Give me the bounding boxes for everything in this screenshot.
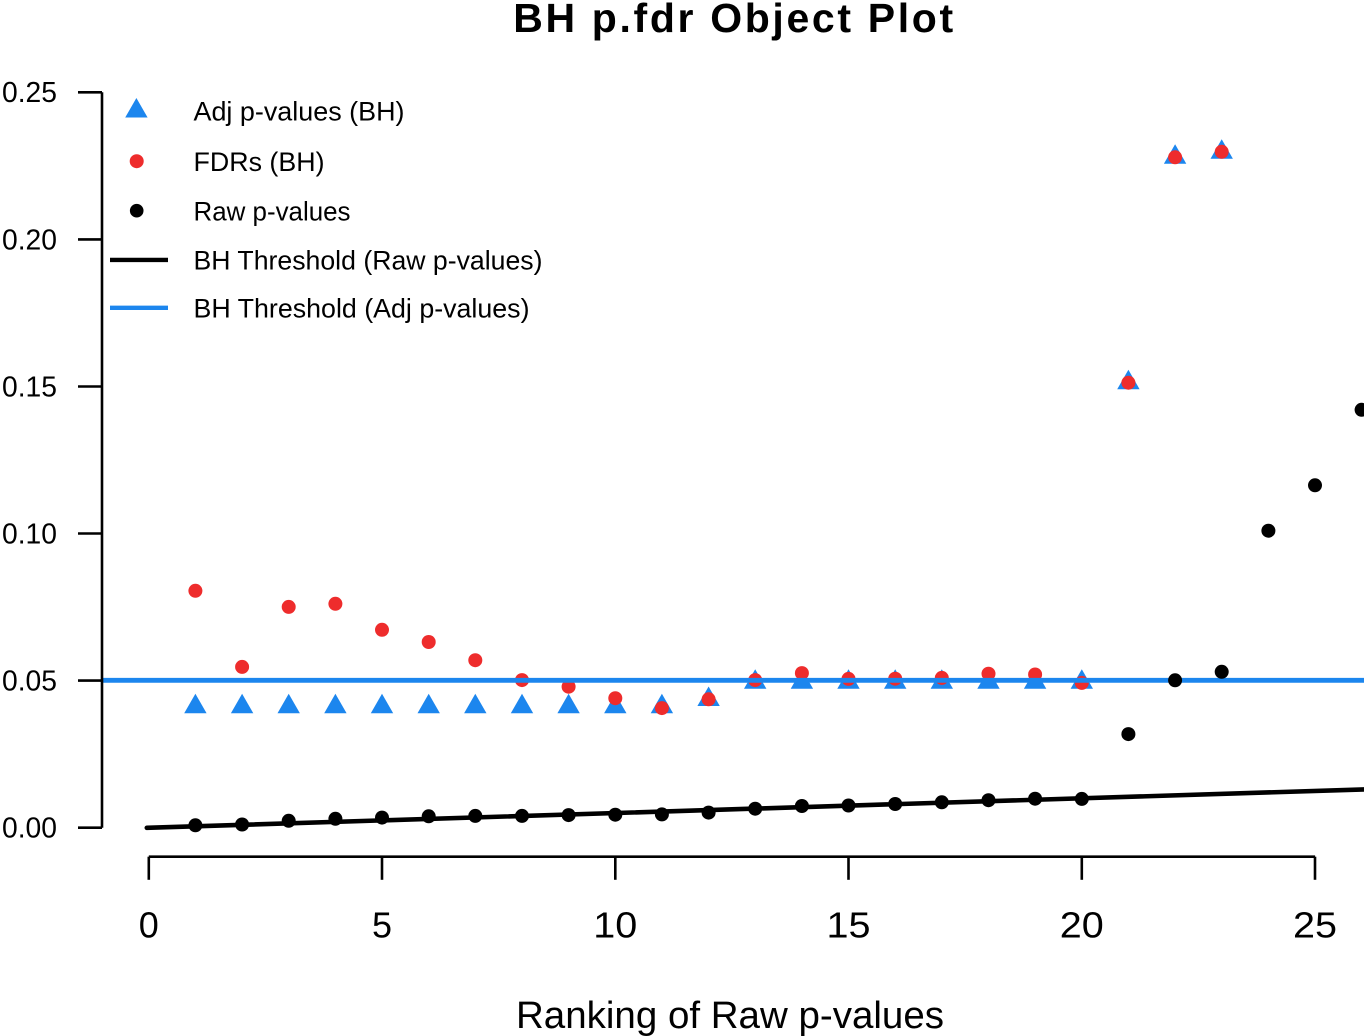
svg-text:Adj p-values (BH): Adj p-values (BH) [194, 97, 405, 127]
svg-text:25: 25 [1293, 905, 1337, 946]
svg-text:BH Threshold (Raw p-values): BH Threshold (Raw p-values) [194, 246, 543, 276]
svg-text:Ranking of Raw p-values: Ranking of Raw p-values [516, 995, 944, 1036]
svg-text:0.20: 0.20 [2, 224, 57, 256]
svg-text:0.10: 0.10 [2, 518, 57, 550]
svg-text:0.05: 0.05 [2, 666, 57, 698]
svg-text:FDRs (BH): FDRs (BH) [194, 147, 325, 177]
svg-text:0.15: 0.15 [2, 371, 57, 403]
svg-text:0.25: 0.25 [2, 77, 57, 109]
svg-text:5: 5 [372, 905, 392, 946]
svg-text:20: 20 [1060, 905, 1104, 946]
svg-text:15: 15 [827, 905, 871, 946]
svg-text:0.00: 0.00 [2, 813, 57, 845]
svg-text:0: 0 [139, 905, 159, 946]
svg-text:BH p.fdr Object Plot: BH p.fdr Object Plot [513, 0, 956, 41]
svg-text:BH Threshold (Adj p-values): BH Threshold (Adj p-values) [194, 294, 530, 324]
svg-text:Raw p-values: Raw p-values [194, 196, 351, 226]
svg-text:10: 10 [593, 905, 637, 946]
